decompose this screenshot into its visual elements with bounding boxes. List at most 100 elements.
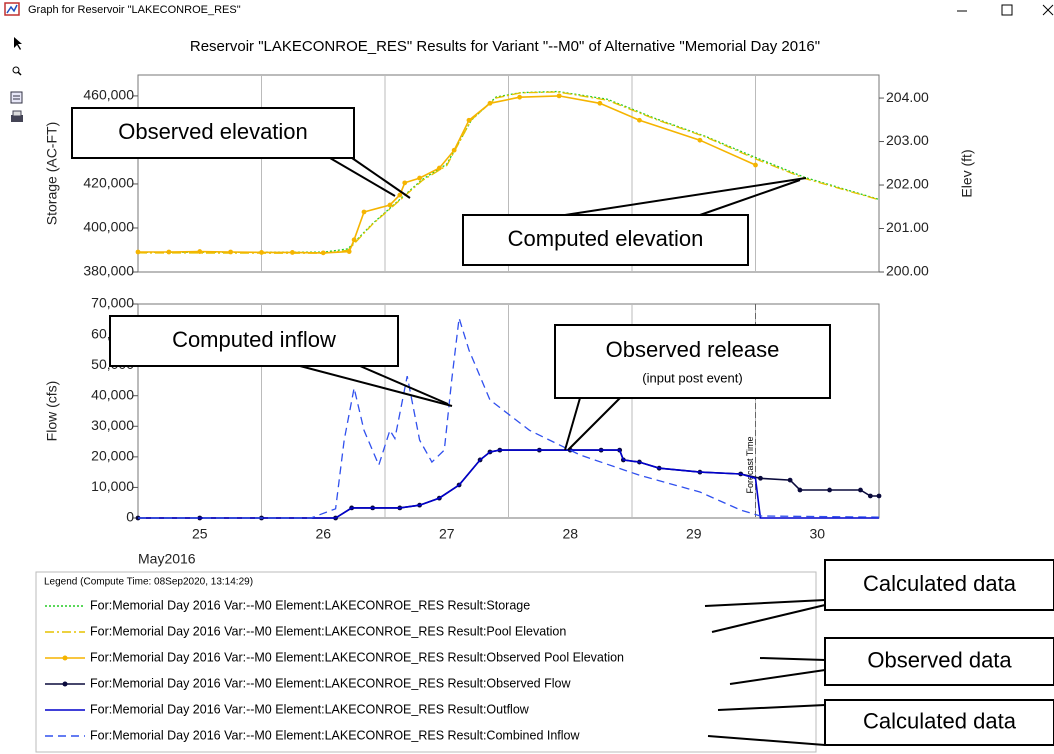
series-marker — [259, 250, 264, 255]
callout-arrow — [699, 179, 801, 216]
x-tick-label: 26 — [315, 526, 331, 542]
series-marker — [166, 249, 172, 255]
callout-text: Observed release — [606, 337, 780, 362]
series-marker — [487, 100, 493, 106]
y-axis-label: Storage (AC-FT) — [44, 122, 60, 225]
callout-box — [824, 637, 1054, 686]
y2-tick-label: 203.00 — [886, 132, 929, 148]
series-marker — [289, 250, 295, 255]
callout-arrow — [707, 735, 826, 746]
y2-tick-label: 201.00 — [886, 219, 929, 235]
callout-arrow — [351, 157, 411, 199]
series-marker — [827, 487, 832, 493]
series-marker — [466, 117, 472, 123]
callout-text: Observed elevation — [118, 119, 308, 144]
series-marker — [361, 209, 367, 215]
legend-entry: For:Memorial Day 2016 Var:--M0 Element:L… — [90, 728, 580, 742]
series-line — [138, 95, 756, 254]
callout-text: Observed data — [867, 647, 1012, 672]
callout-arrow — [564, 397, 581, 451]
series-marker — [436, 165, 442, 171]
series-marker — [387, 202, 393, 208]
callout-box — [824, 559, 1054, 611]
y-tick-label: 30,000 — [91, 417, 134, 433]
callout-box — [71, 107, 355, 159]
callout-arrow — [329, 157, 396, 197]
series-marker — [517, 94, 523, 100]
callout-box — [554, 324, 831, 399]
x-tick-label: 25 — [192, 526, 208, 542]
series-line — [138, 449, 879, 519]
series-marker — [451, 147, 457, 153]
callout-text: Calculated data — [863, 708, 1017, 733]
series-line — [138, 317, 880, 519]
close-button[interactable] — [1042, 4, 1054, 16]
callout-arrow — [711, 604, 826, 633]
y-tick-label: 420,000 — [83, 175, 134, 191]
callout-arrow — [704, 599, 826, 607]
x-tick-label: 27 — [439, 526, 455, 542]
app-icon — [4, 2, 20, 16]
series-marker — [197, 249, 203, 254]
legend-entry: For:Memorial Day 2016 Var:--M0 Element:L… — [90, 650, 624, 664]
forecast-label: Forecast Time — [745, 436, 755, 493]
callout-box — [462, 214, 749, 266]
series-marker — [867, 493, 873, 499]
series-marker — [858, 487, 863, 493]
series-marker — [597, 100, 603, 106]
legend-box — [35, 571, 817, 753]
series-marker — [797, 487, 803, 493]
print-tool[interactable] — [11, 110, 23, 122]
x-tick-label: 30 — [809, 526, 825, 542]
callout-arrow — [567, 397, 621, 451]
series-marker — [351, 237, 357, 243]
y-axis-label: Flow (cfs) — [44, 381, 60, 442]
legend-entry: For:Memorial Day 2016 Var:--M0 Element:L… — [90, 624, 566, 638]
pointer-tool[interactable] — [14, 37, 22, 50]
properties-tool[interactable] — [10, 91, 23, 104]
y2-axis-label: Elev (ft) — [959, 149, 975, 197]
x-tick-label: 29 — [686, 526, 702, 542]
callout-text: Computed elevation — [508, 226, 704, 251]
series-marker — [346, 249, 352, 254]
legend-marker — [62, 681, 68, 687]
toolbar — [10, 37, 23, 122]
series-marker — [697, 137, 703, 143]
callout-text: Computed inflow — [172, 327, 336, 352]
window-title: Graph for Reservoir "LAKECONROE_RES" — [28, 4, 241, 16]
series-line — [137, 91, 880, 254]
maximize-button[interactable] — [1001, 4, 1013, 16]
series-marker — [753, 162, 758, 168]
series-marker — [758, 475, 763, 481]
callout-arrow — [564, 177, 807, 216]
y2-tick-label: 202.00 — [886, 176, 929, 192]
series-marker — [397, 192, 403, 198]
y-tick-label: 10,000 — [91, 478, 134, 494]
series-marker — [320, 250, 326, 256]
legend-entry: For:Memorial Day 2016 Var:--M0 Element:L… — [90, 598, 530, 612]
zoom-tool[interactable] — [12, 66, 22, 76]
legend-marker — [62, 655, 68, 661]
callout-box — [109, 315, 399, 367]
callout-arrow — [717, 704, 826, 711]
y-tick-label: 70,000 — [91, 295, 134, 311]
callout-subtext: (input post event) — [642, 370, 742, 385]
series-marker — [417, 175, 422, 181]
y-tick-label: 400,000 — [83, 219, 134, 235]
y-tick-label: 460,000 — [83, 87, 134, 103]
chart-title: Reservoir "LAKECONROE_RES" Results for V… — [190, 38, 820, 55]
callout-box — [824, 699, 1054, 746]
y-tick-label: 40,000 — [91, 386, 134, 402]
legend-entry: For:Memorial Day 2016 Var:--M0 Element:L… — [90, 702, 530, 716]
y-tick-label: 20,000 — [91, 448, 134, 464]
callout-arrow — [759, 657, 826, 661]
x-tick-label: 28 — [562, 526, 578, 542]
series-marker — [876, 493, 882, 499]
callout-arrow — [299, 365, 453, 407]
series-marker — [228, 249, 234, 255]
legend-title: Legend (Compute Time: 08Sep2020, 13:14:2… — [44, 577, 253, 588]
callout-arrow — [729, 669, 826, 685]
legend-entry: For:Memorial Day 2016 Var:--M0 Element:L… — [90, 676, 571, 690]
series-marker — [402, 180, 408, 186]
